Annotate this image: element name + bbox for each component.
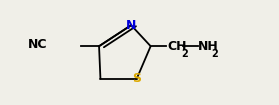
Text: NC: NC [28, 38, 47, 51]
Text: 2: 2 [211, 49, 218, 59]
Text: S: S [132, 72, 141, 85]
Text: CH: CH [167, 40, 187, 53]
Text: NH: NH [198, 40, 219, 53]
Text: N: N [126, 19, 136, 32]
Text: 2: 2 [181, 49, 187, 59]
